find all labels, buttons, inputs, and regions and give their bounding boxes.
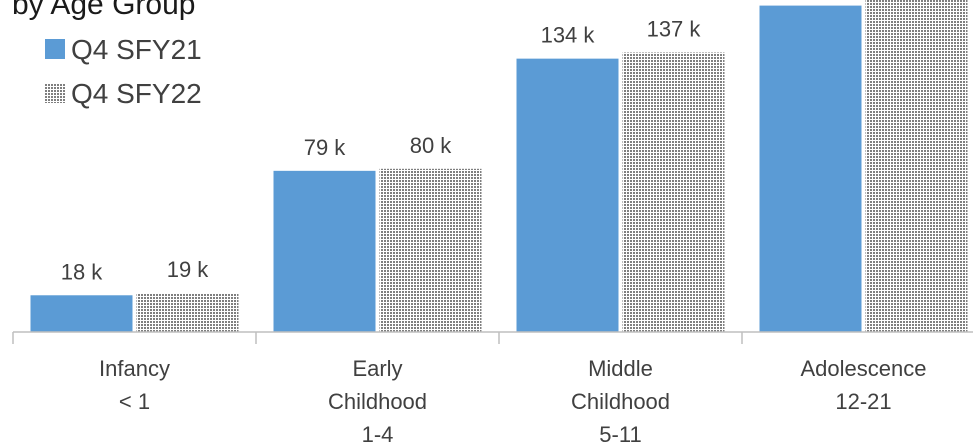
data-label-series-0-category-0: 18 k (61, 259, 104, 284)
legend: Q4 SFY21 Q4 SFY22 (45, 34, 202, 109)
legend-swatch-q4-sfy22 (45, 83, 65, 103)
x-tick-label-0-line-1: < 1 (119, 389, 150, 414)
x-axis-ticks (12, 332, 743, 344)
data-label-series-0-category-1: 79 k (304, 135, 347, 160)
bar-series-1-category-2 (622, 52, 725, 333)
data-labels: 18 k 19 k 79 k 80 k 134 k 137 k (61, 17, 702, 285)
bar-series-0-category-3 (759, 5, 862, 332)
x-tick-label-2-line-0: Middle (588, 356, 653, 381)
x-tick-label-1-line-0: Early (352, 356, 402, 381)
chart-title: by Age Group (12, 0, 195, 21)
x-tick-label-1-line-1: Childhood (328, 389, 427, 414)
x-tick-label-3-line-0: Adolescence (801, 356, 927, 381)
x-tick-label-2-line-2: 5-11 (599, 422, 641, 444)
bar-series-1-category-1 (379, 168, 482, 332)
bars (30, 0, 968, 333)
legend-swatch-q4-sfy21 (45, 39, 65, 59)
legend-label-q4-sfy22: Q4 SFY22 (71, 78, 202, 109)
x-tick-label-1-line-2: 1-4 (362, 422, 394, 444)
bar-series-0-category-1 (273, 170, 376, 332)
bar-series-0-category-0 (30, 295, 133, 332)
bar-series-1-category-0 (136, 293, 239, 332)
data-label-series-1-category-2: 137 k (647, 17, 702, 42)
data-label-series-0-category-2: 134 k (541, 23, 596, 48)
x-tick-label-2-line-1: Childhood (571, 389, 670, 414)
data-label-series-1-category-0: 19 k (167, 257, 210, 282)
x-tick-label-3-line-1: 12-21 (835, 389, 891, 414)
data-label-series-1-category-1: 80 k (410, 133, 453, 158)
x-axis-tick-labels: Infancy < 1 Early Childhood 1-4 Middle Childho… (99, 356, 926, 444)
x-tick-label-0-line-0: Infancy (99, 356, 170, 381)
bar-series-0-category-2 (516, 58, 619, 332)
bar-series-1-category-3 (865, 0, 968, 333)
legend-label-q4-sfy21: Q4 SFY21 (71, 34, 202, 65)
